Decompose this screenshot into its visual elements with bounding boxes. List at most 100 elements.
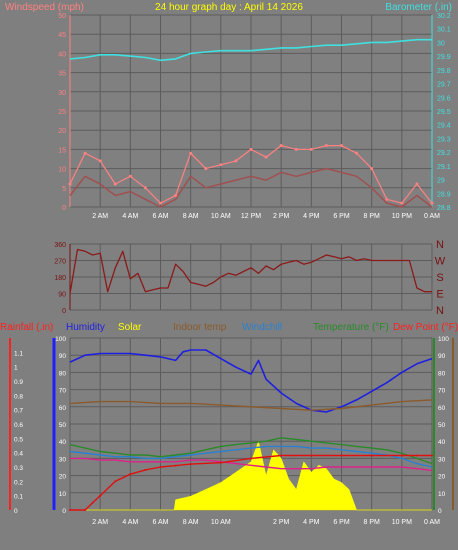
rainfall-data-point (280, 454, 283, 457)
windspeed-tick-label: 15 (58, 147, 66, 154)
rainfall-data-point (91, 501, 94, 504)
panel3-x-tick-label: 4 PM (303, 519, 320, 526)
panel1-x-tick-label: 10 AM (211, 213, 231, 220)
rain-tick-label: 0.8 (14, 393, 23, 400)
wind-direction-tick-label: 90 (58, 292, 66, 299)
rainfall-data-point (129, 473, 132, 476)
indoor-temp-series-line (69, 399, 433, 411)
rainfall-data-point (189, 463, 192, 466)
windspeed-data-point (430, 201, 434, 205)
windspeed-data-point (219, 163, 223, 167)
barometer-tick-label: 28.8 (437, 205, 451, 212)
panel3-x-tick-label: 8 PM (363, 519, 380, 526)
humidity-tick-label: 10 (59, 491, 67, 498)
panel3-grid (69, 337, 433, 511)
rain-tick-label: 0.5 (14, 436, 23, 443)
humidity-tick-label: 30 (59, 456, 67, 463)
windspeed-tick-label: 10 (58, 167, 66, 174)
panel3-x-tick-label: 10 PM (392, 519, 412, 526)
legend-entry: Solar (118, 322, 142, 333)
humidity-tick-label: 50 (59, 422, 67, 429)
temperature-tick-label: 30 (438, 456, 446, 463)
humidity-tick-label: 0 (62, 508, 66, 515)
windspeed-tick-label: 40 (58, 51, 66, 58)
rain-tick-label: 0.3 (14, 465, 23, 472)
windspeed-tick-label: 25 (58, 109, 66, 116)
barometer-tick-label: 29.3 (437, 136, 451, 143)
rainfall-data-point (69, 509, 71, 511)
barometer-tick-label: 28.9 (437, 191, 451, 198)
rainfall-data-point (310, 454, 313, 457)
windspeed-data-point (113, 182, 117, 186)
windspeed-data-point (98, 159, 102, 163)
wind-direction-series-line (69, 248, 432, 294)
temperature-tick-label: 90 (438, 353, 446, 360)
rainfall-data-point (114, 480, 117, 483)
temperature-tick-label: 10 (438, 491, 446, 498)
barometer-tick-label: 29 (437, 178, 445, 185)
windspeed-data-point (340, 144, 343, 148)
barometer-tick-label: 29.7 (437, 82, 451, 89)
barometer-tick-label: 29.2 (437, 150, 451, 157)
barometer-axis-title: Barometer (.in) (385, 2, 452, 13)
barometer-tick-label: 29.6 (437, 95, 451, 102)
wind-direction-tick-label: 270 (54, 259, 66, 266)
rainfall-data-point (415, 454, 418, 457)
windspeed-data-point (83, 151, 87, 155)
panel1-x-tick-label: 10 PM (392, 213, 412, 220)
rainfall-data-point (219, 461, 222, 464)
panel1-x-tick-label: 6 AM (153, 213, 169, 220)
barometer-tick-label: 29.5 (437, 109, 451, 116)
temperature-tick-label: 50 (438, 422, 446, 429)
panel1-x-tick-label: 2 AM (92, 213, 108, 220)
panel1-x-tick-label: 12 PM (241, 213, 261, 220)
rain-tick-label: 0.7 (14, 408, 23, 415)
rainfall-data-point (370, 454, 373, 457)
windspeed-data-point (279, 144, 283, 148)
barometer-tick-label: 29.1 (437, 164, 451, 171)
rainfall-data-point (340, 454, 343, 457)
windspeed-data-point (234, 159, 238, 163)
humidity-tick-label: 80 (59, 370, 67, 377)
rainfall-data-point (250, 457, 252, 460)
windspeed-tick-label: 5 (62, 186, 66, 193)
compass-label: S (436, 272, 443, 284)
panel1-x-tick-label: 6 PM (333, 213, 350, 220)
rainfall-data-point (400, 454, 403, 457)
rain-tick-label: 0.9 (14, 379, 23, 386)
barometer-tick-label: 30.1 (437, 27, 451, 34)
temperature-tick-label: 0 (438, 508, 442, 515)
windspeed-data-point (415, 182, 419, 186)
windspeed-tick-label: 20 (58, 128, 66, 135)
temperature-f-series-line (69, 437, 433, 465)
wind-direction-tick-label: 180 (54, 275, 66, 282)
barometer-tick-label: 29.8 (437, 68, 451, 75)
panel1-x-tick-label: 4 AM (122, 213, 138, 220)
windspeed-data-point (385, 197, 389, 201)
legend-entry: Indoor temp (173, 322, 227, 333)
temperature-tick-label: 80 (438, 370, 446, 377)
rain-tick-label: 0 (14, 508, 18, 515)
panel1-x-tick-label: 2 PM (273, 213, 290, 220)
windspeed-data-point (309, 147, 313, 151)
panel1-x-tick-label: 8 PM (363, 213, 380, 220)
windspeed-data-point (159, 201, 162, 205)
legend-entry: Windchill (242, 322, 282, 333)
windspeed-data-point (128, 174, 132, 178)
windspeed-data-point (400, 201, 404, 205)
wind-gust-series-line (69, 167, 433, 208)
rain-tick-label: 0.6 (14, 422, 23, 429)
panel1-x-tick-label: 4 PM (303, 213, 320, 220)
humidity-tick-label: 40 (59, 439, 67, 446)
humidity-tick-label: 20 (59, 474, 67, 481)
humidity-series-line (69, 349, 433, 413)
panel3-x-tick-label: 0 AM (424, 519, 440, 526)
windspeed-data-point (264, 155, 268, 159)
windspeed-data-point (143, 186, 147, 190)
rainfall-data-point (84, 509, 87, 511)
windspeed-data-point (189, 151, 193, 155)
legend-entry: Dew Point (°F) (393, 322, 458, 333)
panel3-x-tick-label: 10 AM (211, 519, 231, 526)
